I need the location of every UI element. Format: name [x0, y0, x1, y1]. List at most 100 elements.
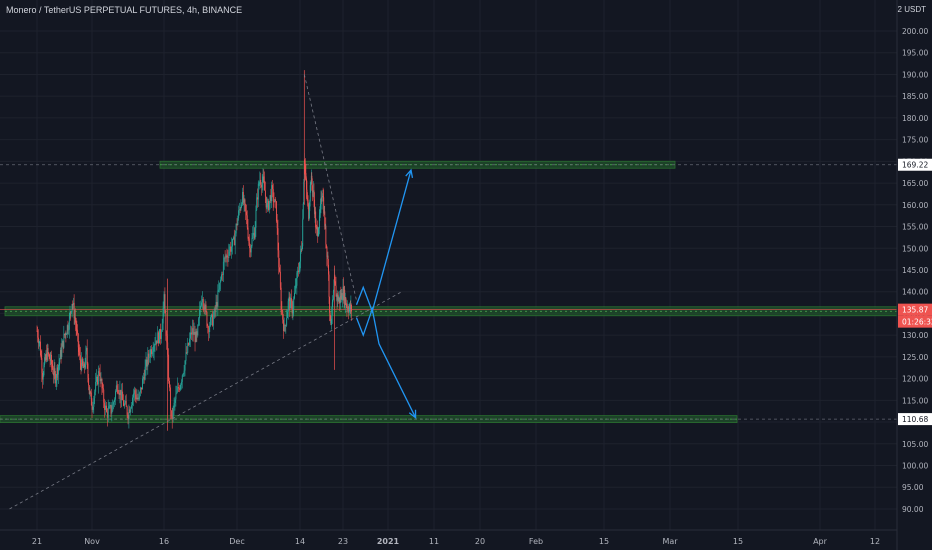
candle-body	[243, 199, 245, 203]
candle-body	[262, 176, 264, 182]
candle-body	[286, 318, 288, 326]
support-price-badge-bg	[898, 413, 932, 426]
candle-body	[44, 357, 46, 366]
candle-body	[344, 297, 346, 305]
candle-body	[327, 255, 328, 257]
price-tick-label: 130.00	[902, 331, 928, 340]
candle-body	[331, 315, 333, 321]
candle-body	[311, 175, 313, 186]
candle-body	[324, 211, 326, 227]
candle-body	[110, 405, 112, 414]
candle-body	[59, 350, 61, 360]
candle-body	[348, 310, 350, 313]
time-axis[interactable]: 21 Nov 16 Dec 14 23 2021 11 20 Feb 15 Mar 15 Apr 12	[0, 529, 897, 546]
candle-body	[120, 389, 122, 400]
candle-body	[351, 304, 352, 312]
candle-body	[191, 328, 193, 335]
candle-body	[151, 352, 153, 355]
price-tick-label: 90.00	[902, 505, 924, 514]
candle-body	[242, 192, 244, 203]
candle-body	[51, 363, 53, 368]
candle-body	[245, 204, 247, 212]
candle-body	[210, 317, 212, 326]
candle-body	[82, 364, 84, 368]
candle-body	[65, 333, 67, 335]
candle-body	[70, 311, 72, 313]
candle-body	[86, 347, 88, 364]
candle-body	[43, 365, 45, 376]
candle-body	[179, 388, 181, 390]
candle-body	[171, 415, 173, 420]
price-tick-label: 190.00	[902, 70, 928, 79]
candle-body	[111, 411, 113, 414]
candle-body	[70, 311, 72, 313]
candle-body	[221, 274, 222, 280]
candle-body	[304, 165, 306, 174]
candle-body	[184, 360, 186, 371]
candle-body	[241, 204, 243, 206]
candle-body	[275, 199, 277, 202]
price-tick-label: 140.00	[902, 288, 928, 297]
candle-body	[56, 367, 58, 378]
candle-body	[314, 211, 316, 215]
candle-body	[347, 307, 349, 311]
candle-body	[144, 366, 146, 380]
candle-body	[312, 191, 314, 193]
candle-body	[256, 197, 258, 211]
candle-body	[132, 397, 133, 406]
candle-body	[106, 405, 107, 412]
candle-body	[75, 317, 76, 323]
price-axis[interactable]: 90.0095.00100.00105.00110.00115.00120.00…	[896, 0, 928, 550]
candle-body	[234, 233, 236, 246]
candle-body	[247, 227, 249, 239]
candle-body	[107, 408, 109, 418]
candle-body	[281, 309, 283, 311]
price-tick-label: 100.00	[902, 462, 928, 471]
candle-body	[45, 353, 47, 361]
candle-body	[129, 409, 131, 413]
candle-body	[150, 349, 151, 358]
candle-body	[348, 308, 350, 313]
candle-body	[133, 390, 135, 394]
candle-body	[201, 298, 203, 303]
candle-body	[176, 391, 178, 394]
candle-body	[53, 373, 54, 376]
candle-body	[319, 212, 321, 216]
candle-body	[251, 237, 253, 247]
candle-body	[63, 333, 65, 348]
candle-body	[248, 238, 250, 243]
candle-body	[236, 224, 238, 226]
candle-body	[329, 312, 331, 316]
candle-body	[122, 391, 124, 401]
candle-body	[195, 331, 197, 343]
candle-body	[211, 314, 213, 326]
time-tick-label: 20	[475, 537, 485, 546]
candle-body	[85, 351, 87, 365]
candle-body	[265, 196, 267, 208]
candle-body	[330, 320, 332, 324]
candle-body	[84, 364, 86, 368]
candle-body	[154, 343, 156, 346]
candle-body	[326, 246, 328, 257]
candle-body	[152, 351, 154, 353]
candle-body	[322, 196, 324, 198]
candle-body	[168, 354, 170, 381]
candle-body	[41, 358, 43, 373]
candle-body	[240, 205, 242, 210]
current-price-badge: 135.87	[902, 306, 928, 315]
time-tick-label: 23	[338, 537, 348, 546]
candle-body	[165, 313, 167, 336]
current-price-badge-bg	[898, 303, 932, 316]
time-tick-label: 15	[733, 537, 743, 546]
candle-body	[307, 199, 309, 205]
candle-body	[325, 244, 327, 247]
candle-body	[316, 228, 318, 230]
candle-body	[208, 327, 210, 333]
candle-body	[237, 218, 239, 226]
time-tick-label: 12	[870, 537, 880, 546]
candle-body	[232, 238, 233, 247]
candle-body	[301, 246, 303, 250]
candle-body	[151, 349, 152, 355]
candle-body	[350, 304, 352, 311]
